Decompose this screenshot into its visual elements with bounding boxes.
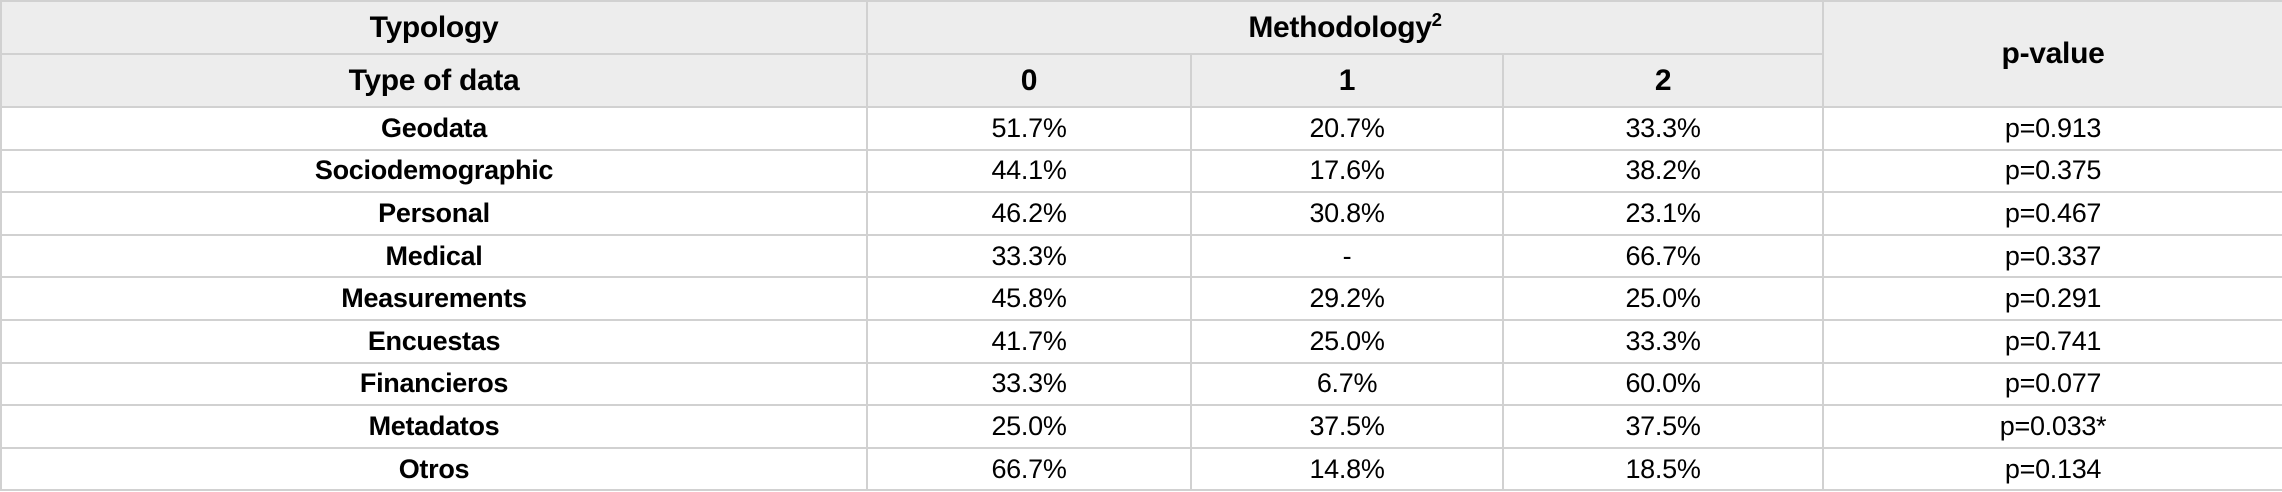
header-level-2: 2 — [1501, 53, 1825, 108]
row-label: Measurements — [0, 276, 868, 321]
cell-method-0: 41.7% — [866, 318, 1192, 364]
cell-method-2: 38.2% — [1501, 148, 1825, 194]
cell-p-value: p=0.291 — [1822, 276, 2282, 321]
cell-method-1: 25.0% — [1190, 318, 1504, 364]
cell-method-0: 45.8% — [866, 276, 1192, 321]
cell-method-2: 23.1% — [1501, 191, 1825, 236]
cell-method-1: 30.8% — [1190, 191, 1504, 236]
cell-p-value: p=0.337 — [1822, 233, 2282, 279]
cell-p-value: p=0.467 — [1822, 191, 2282, 236]
row-label: Medical — [0, 233, 868, 279]
cell-method-1: 29.2% — [1190, 276, 1504, 321]
cell-method-1: - — [1190, 233, 1504, 279]
table-row-medical: Medical 33.3% - 66.7% p=0.337 — [0, 233, 2282, 279]
cell-p-value: p=0.134 — [1822, 446, 2282, 492]
row-label: Otros — [0, 446, 868, 492]
table-row-sociodemographic: Sociodemographic 44.1% 17.6% 38.2% p=0.3… — [0, 148, 2282, 194]
cell-method-2: 66.7% — [1501, 233, 1825, 279]
header-type-of-data: Type of data — [0, 53, 868, 108]
cell-method-2: 18.5% — [1501, 446, 1825, 492]
header-p-value: p-value — [1822, 0, 2282, 108]
header-level-1: 1 — [1190, 53, 1504, 108]
row-label: Personal — [0, 191, 868, 236]
cell-p-value: p=0.741 — [1822, 318, 2282, 364]
cell-method-1: 17.6% — [1190, 148, 1504, 194]
cell-p-value: p=0.913 — [1822, 106, 2282, 151]
cell-p-value: p=0.375 — [1822, 148, 2282, 194]
table-row-measurements: Measurements 45.8% 29.2% 25.0% p=0.291 — [0, 276, 2282, 321]
cell-method-2: 33.3% — [1501, 106, 1825, 151]
row-label: Metadatos — [0, 404, 868, 449]
row-label: Geodata — [0, 106, 868, 151]
cell-method-0: 46.2% — [866, 191, 1192, 236]
cell-method-0: 44.1% — [866, 148, 1192, 194]
header-row-1: Typology Methodology2 p-value — [0, 0, 2282, 108]
cell-method-1: 20.7% — [1190, 106, 1504, 151]
methodology-superscript: 2 — [1431, 8, 1442, 30]
cell-method-1: 37.5% — [1190, 404, 1504, 449]
table-row-encuestas: Encuestas 41.7% 25.0% 33.3% p=0.741 — [0, 318, 2282, 364]
cell-method-0: 25.0% — [866, 404, 1192, 449]
cell-method-0: 66.7% — [866, 446, 1192, 492]
cell-method-0: 51.7% — [866, 106, 1192, 151]
cell-method-1: 6.7% — [1190, 361, 1504, 407]
table-body: Geodata 51.7% 20.7% 33.3% p=0.913 Sociod… — [0, 106, 2282, 492]
cell-method-2: 60.0% — [1501, 361, 1825, 407]
cell-method-2: 37.5% — [1501, 404, 1825, 449]
table-row-financieros: Financieros 33.3% 6.7% 60.0% p=0.077 — [0, 361, 2282, 407]
table-row-otros: Otros 66.7% 14.8% 18.5% p=0.134 — [0, 446, 2282, 492]
header-row-2: Type of data 0 1 2 — [0, 53, 2282, 108]
cell-method-2: 25.0% — [1501, 276, 1825, 321]
row-label: Encuestas — [0, 318, 868, 364]
header-level-0: 0 — [866, 53, 1192, 108]
cell-method-2: 33.3% — [1501, 318, 1825, 364]
row-label: Sociodemographic — [0, 148, 868, 194]
cell-p-value: p=0.077 — [1822, 361, 2282, 407]
cell-p-value: p=0.033* — [1822, 404, 2282, 449]
cell-method-0: 33.3% — [866, 233, 1192, 279]
table-row-metadatos: Metadatos 25.0% 37.5% 37.5% p=0.033* — [0, 404, 2282, 449]
header-typology: Typology — [0, 0, 868, 55]
table-row-personal: Personal 46.2% 30.8% 23.1% p=0.467 — [0, 191, 2282, 236]
methodology-label: Methodology — [1248, 10, 1432, 44]
header-methodology: Methodology2 — [865, 0, 1825, 55]
row-label: Financieros — [0, 361, 868, 407]
table-header: Typology Methodology2 p-value Type of da… — [0, 0, 2282, 108]
cell-method-0: 33.3% — [866, 361, 1192, 407]
cell-method-1: 14.8% — [1190, 446, 1504, 492]
table-row-geodata: Geodata 51.7% 20.7% 33.3% p=0.913 — [0, 106, 2282, 151]
